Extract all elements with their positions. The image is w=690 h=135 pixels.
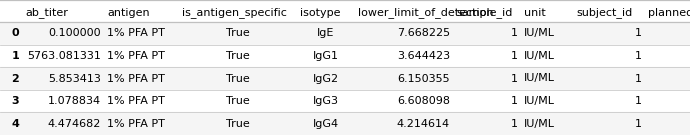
Text: 1: 1 <box>511 73 518 84</box>
Text: IU/ML: IU/ML <box>524 96 555 106</box>
Text: 1% PFA PT: 1% PFA PT <box>107 119 165 129</box>
Text: unit: unit <box>524 8 546 18</box>
Text: 5763.081331: 5763.081331 <box>27 51 101 61</box>
Text: 0: 0 <box>11 28 19 38</box>
Text: 1% PFA PT: 1% PFA PT <box>107 51 165 61</box>
Text: 4.474682: 4.474682 <box>48 119 101 129</box>
Text: 3.644423: 3.644423 <box>397 51 450 61</box>
Text: 0.100000: 0.100000 <box>48 28 101 38</box>
Text: 1% PFA PT: 1% PFA PT <box>107 96 165 106</box>
Text: IgG3: IgG3 <box>313 96 339 106</box>
Text: is_antigen_specific: is_antigen_specific <box>182 7 287 18</box>
Bar <box>0 112 690 135</box>
Text: 1: 1 <box>11 51 19 61</box>
Text: sample_id: sample_id <box>456 7 513 18</box>
Text: IU/ML: IU/ML <box>524 73 555 84</box>
Text: ab_titer: ab_titer <box>25 7 68 18</box>
Text: 6.608098: 6.608098 <box>397 96 450 106</box>
Text: isotype: isotype <box>300 8 340 18</box>
Text: IU/ML: IU/ML <box>524 119 555 129</box>
Text: 1% PFA PT: 1% PFA PT <box>107 28 165 38</box>
Text: IgE: IgE <box>317 28 335 38</box>
Text: 4: 4 <box>11 119 19 129</box>
Text: True: True <box>226 96 250 106</box>
Text: 1.078834: 1.078834 <box>48 96 101 106</box>
Text: True: True <box>226 73 250 84</box>
Text: IgG1: IgG1 <box>313 51 339 61</box>
Text: 5.853413: 5.853413 <box>48 73 101 84</box>
Bar <box>0 22 690 45</box>
Text: IU/ML: IU/ML <box>524 51 555 61</box>
Text: subject_id: subject_id <box>576 7 632 18</box>
Text: 4.214614: 4.214614 <box>397 119 450 129</box>
Text: 1: 1 <box>635 119 642 129</box>
Text: 1: 1 <box>635 96 642 106</box>
Bar <box>0 67 690 90</box>
Text: 2: 2 <box>11 73 19 84</box>
Text: 1: 1 <box>635 28 642 38</box>
Text: 1% PFA PT: 1% PFA PT <box>107 73 165 84</box>
Bar <box>0 45 690 67</box>
Text: 1: 1 <box>511 96 518 106</box>
Text: True: True <box>226 119 250 129</box>
Text: IU/ML: IU/ML <box>524 28 555 38</box>
Text: True: True <box>226 51 250 61</box>
Text: 1: 1 <box>511 28 518 38</box>
Text: 3: 3 <box>11 96 19 106</box>
Bar <box>0 0 690 22</box>
Text: planned_days_relative_to_boost: planned_days_relative_to_boost <box>648 7 690 18</box>
Text: 6.150355: 6.150355 <box>397 73 450 84</box>
Text: 7.668225: 7.668225 <box>397 28 450 38</box>
Bar <box>0 90 690 112</box>
Text: IgG4: IgG4 <box>313 119 339 129</box>
Text: lower_limit_of_detection: lower_limit_of_detection <box>358 7 493 18</box>
Text: 1: 1 <box>511 119 518 129</box>
Text: IgG2: IgG2 <box>313 73 339 84</box>
Text: 1: 1 <box>511 51 518 61</box>
Text: 1: 1 <box>635 73 642 84</box>
Text: antigen: antigen <box>107 8 150 18</box>
Text: 1: 1 <box>635 51 642 61</box>
Text: True: True <box>226 28 250 38</box>
